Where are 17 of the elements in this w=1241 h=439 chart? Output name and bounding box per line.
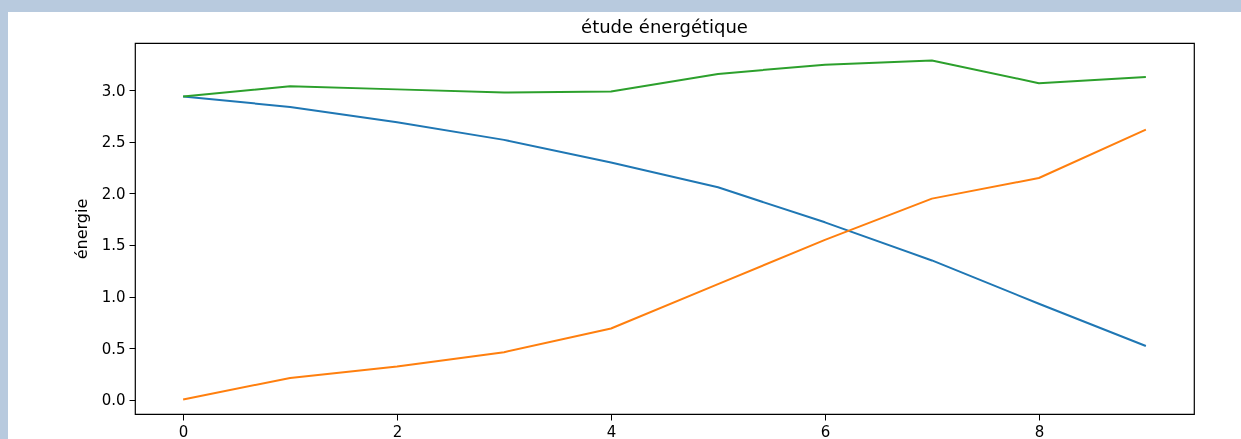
- x-tick-label: 6: [820, 422, 831, 439]
- y-tick-label: 3.0: [101, 81, 126, 100]
- x-tick-label: 8: [1034, 422, 1045, 439]
- y-tick-label: 0.5: [101, 339, 126, 358]
- x-tick-label: 4: [606, 422, 617, 439]
- y-tick-label: 0.0: [101, 391, 126, 410]
- y-tick-label: 2.5: [101, 133, 126, 152]
- y-axis-title: énergie: [71, 198, 91, 260]
- x-tick-label: 2: [392, 422, 403, 439]
- y-tick-label: 1.5: [101, 236, 126, 255]
- y-tick-label: 1.0: [101, 288, 126, 307]
- line-series: [182, 59, 1147, 98]
- line-series: [182, 95, 1147, 347]
- x-tick-label: 0: [178, 422, 189, 439]
- line-series: [182, 128, 1147, 401]
- y-tick-label: 2.0: [101, 184, 126, 203]
- chart-title: étude énergétique: [581, 16, 748, 37]
